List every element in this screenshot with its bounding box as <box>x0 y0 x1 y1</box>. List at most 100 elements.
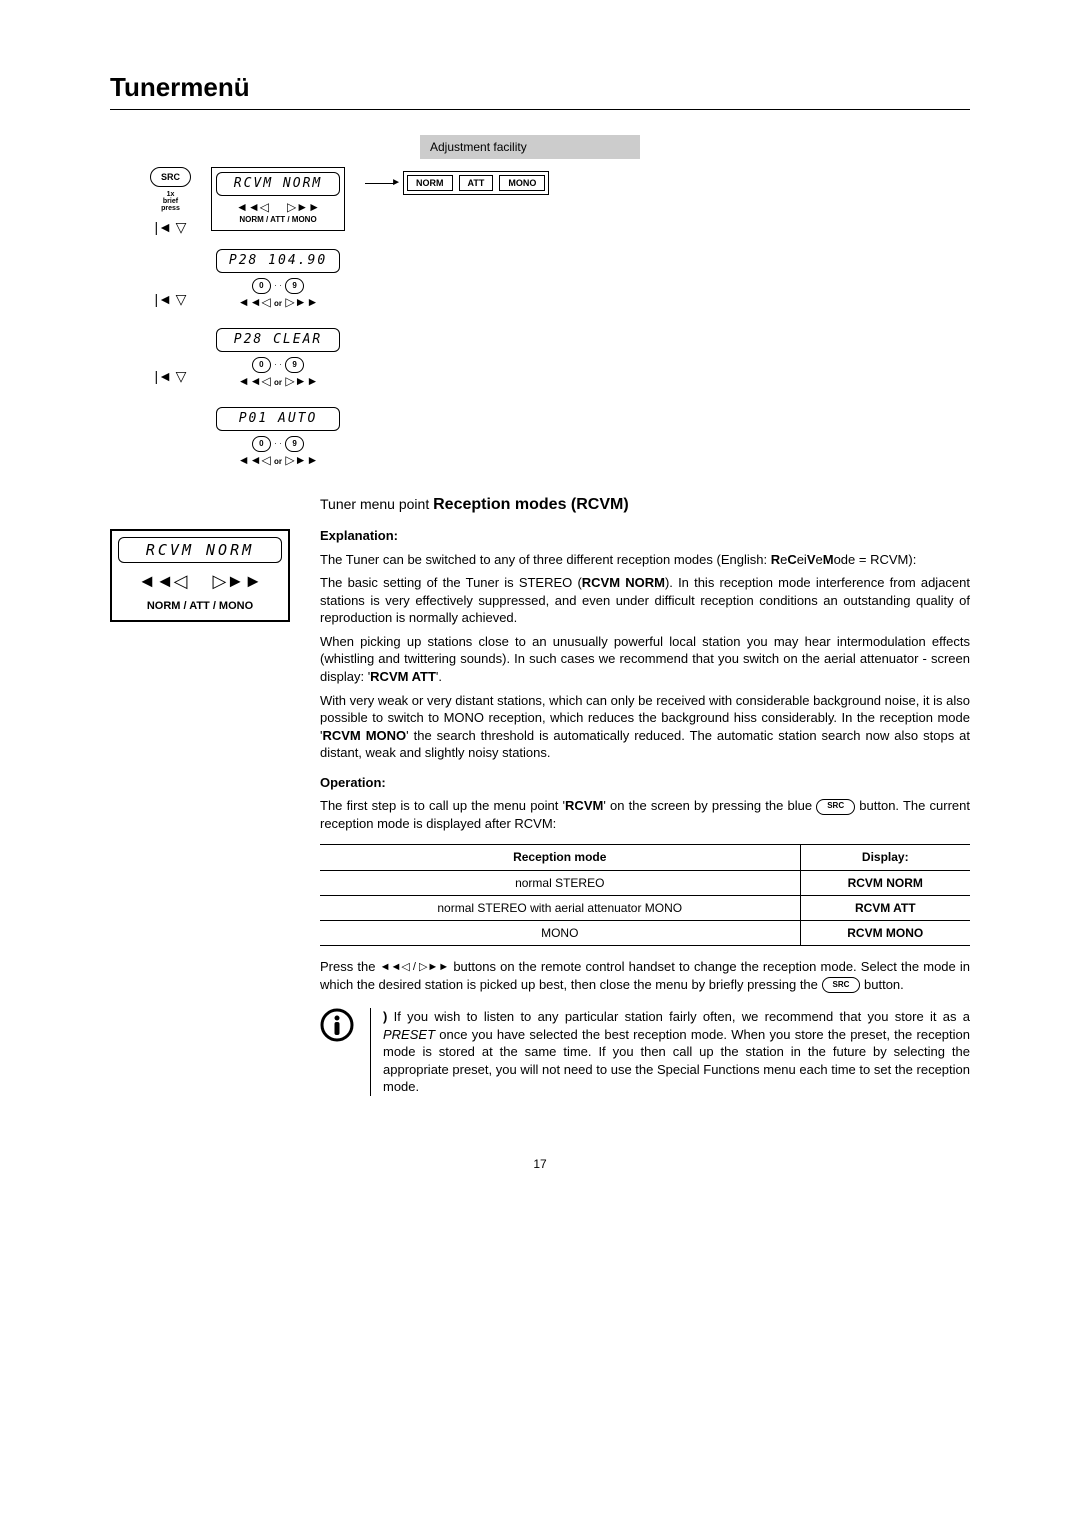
forward-icon[interactable]: ▷►► <box>213 571 262 591</box>
explanation-p3: When picking up stations close to an unu… <box>320 633 970 686</box>
section-heading: Tuner menu point Reception modes (RCVM) <box>320 494 970 516</box>
table-row: normal STEREO RCVM NORM <box>320 870 970 895</box>
option-norm[interactable]: NORM <box>407 175 453 191</box>
table-header-row: Reception mode Display: <box>320 845 970 870</box>
dots: · · <box>274 281 282 290</box>
lcd-p01-auto: P01 AUTO <box>216 407 340 431</box>
rewind-icon[interactable]: ◄◄◁ <box>238 453 271 467</box>
op-p1a: The first step is to call up the menu po… <box>320 798 565 813</box>
rewind-icon[interactable]: ◄◄◁ <box>238 295 271 309</box>
cell-display: RCVM MONO <box>800 920 970 945</box>
explanation-p4: With very weak or very distant stations,… <box>320 692 970 762</box>
info-icon <box>320 1008 354 1096</box>
prev-icon <box>155 220 173 235</box>
rcvm-panel-display: RCVM NORM <box>118 537 282 563</box>
flowchart-region: Adjustment facility SRC 1x brief press <box>110 135 970 469</box>
operation-p1: The first step is to call up the menu po… <box>320 797 970 832</box>
flow-node-p01-auto: P01 AUTO 0 · · 9 ◄◄◁ or ▷►► <box>211 407 345 468</box>
num-9[interactable]: 9 <box>285 278 303 294</box>
p2a: The basic setting of the Tuner is STEREO… <box>320 575 582 590</box>
prev-icon <box>155 292 173 307</box>
explanation-p1: The Tuner can be switched to any of thre… <box>320 551 970 569</box>
p4b: RCVM MONO <box>322 728 406 743</box>
cell-mode: normal STEREO with aerial attenuator MON… <box>320 895 800 920</box>
col-header-display: Display: <box>800 845 970 870</box>
option-mono[interactable]: MONO <box>499 175 545 191</box>
forward-icon[interactable]: ▷►► <box>285 453 318 467</box>
table-row: normal STEREO with aerial attenuator MON… <box>320 895 970 920</box>
cell-display: RCVM NORM <box>800 870 970 895</box>
info-preset: PRESET <box>383 1027 435 1042</box>
op-p1b: RCVM <box>565 798 603 813</box>
or-label: or <box>274 378 282 387</box>
rewind-icon[interactable]: ◄◄◁ <box>138 571 187 591</box>
cell-mode: MONO <box>320 920 800 945</box>
num-0[interactable]: 0 <box>252 436 270 452</box>
option-att[interactable]: ATT <box>459 175 494 191</box>
or-label: or <box>274 299 282 308</box>
operation-heading: Operation: <box>320 774 970 792</box>
operation-p2: Press the ◄◄◁ / ▷►► buttons on the remot… <box>320 958 970 993</box>
flow-node-caption: NORM / ATT / MONO <box>216 215 340 226</box>
num-9[interactable]: 9 <box>285 357 303 373</box>
down-icon <box>176 292 187 307</box>
skip-nav-3[interactable] <box>155 367 187 386</box>
page-title: Tunermenü <box>110 70 970 105</box>
table-row: MONO RCVM MONO <box>320 920 970 945</box>
op-p2a: Press the <box>320 959 380 974</box>
info-box: ) If you wish to listen to any particula… <box>320 1008 970 1096</box>
dots: · · <box>274 439 282 448</box>
forward-icon[interactable]: ▷►► <box>287 200 320 214</box>
skip-nav-2[interactable] <box>155 290 187 309</box>
flow-node-rcvm: RCVM NORM ◄◄◁ ▷►► NORM / ATT / MONO <box>211 167 345 231</box>
adjustment-facility-label: Adjustment facility <box>420 135 640 159</box>
prev-icon <box>155 369 173 384</box>
lcd-p28-10490: P28 104.90 <box>216 249 340 273</box>
p3b: RCVM ATT <box>370 669 436 684</box>
src-button-inline[interactable]: SRC <box>816 799 855 815</box>
rewind-icon[interactable]: ◄◄◁ <box>236 200 269 214</box>
src-caption: 1x brief press <box>161 191 180 212</box>
src-caption-brief: brief <box>163 198 178 205</box>
lcd-p28-clear: P28 CLEAR <box>216 328 340 352</box>
info-text: ) If you wish to listen to any particula… <box>370 1008 970 1096</box>
info-lead: ) <box>383 1009 387 1024</box>
cell-mode: normal STEREO <box>320 870 800 895</box>
p4c: ' the search threshold is automatically … <box>320 728 970 761</box>
src-caption-1x: 1x <box>167 191 175 198</box>
heading-bold: Reception modes (RCVM) <box>433 496 629 513</box>
p3c: '. <box>436 669 442 684</box>
lcd-rcvm-norm: RCVM NORM <box>216 172 340 196</box>
arrow-right-icon <box>365 183 395 184</box>
explanation-p2: The basic setting of the Tuner is STEREO… <box>320 574 970 627</box>
down-icon <box>176 369 187 384</box>
num-0[interactable]: 0 <box>252 278 270 294</box>
num-9[interactable]: 9 <box>285 436 303 452</box>
forward-icon[interactable]: ▷►► <box>285 374 318 388</box>
heading-prefix: Tuner menu point <box>320 496 433 512</box>
nav-buttons-inline[interactable]: ◄◄◁ / ▷►► <box>380 960 450 975</box>
title-rule <box>110 109 970 110</box>
or-label: or <box>274 457 282 466</box>
dots: · · <box>274 360 282 369</box>
skip-nav-1[interactable] <box>155 218 187 237</box>
page-number: 17 <box>110 1156 970 1172</box>
p2b: RCVM NORM <box>582 575 665 590</box>
forward-icon[interactable]: ▷►► <box>285 295 318 309</box>
explanation-heading: Explanation: <box>320 527 970 545</box>
rewind-icon[interactable]: ◄◄◁ <box>238 374 271 388</box>
adjustment-options: NORM ATT MONO <box>403 171 549 195</box>
reception-modes-table: Reception mode Display: normal STEREO RC… <box>320 844 970 946</box>
op-p1c: ' on the screen by pressing the blue <box>603 798 816 813</box>
num-0[interactable]: 0 <box>252 357 270 373</box>
src-button[interactable]: SRC <box>150 167 191 187</box>
op-p2c: button. <box>860 977 903 992</box>
rcvm-panel: RCVM NORM ◄◄◁ ▷►► NORM / ATT / MONO <box>110 529 290 622</box>
flow-node-p28-clear: P28 CLEAR 0 · · 9 ◄◄◁ or ▷►► <box>211 328 345 389</box>
flow-node-p28-freq: P28 104.90 0 · · 9 ◄◄◁ or ▷►► <box>211 249 345 310</box>
src-button-inline[interactable]: SRC <box>822 977 861 993</box>
col-header-mode: Reception mode <box>320 845 800 870</box>
cell-display: RCVM ATT <box>800 895 970 920</box>
rcvm-panel-caption: NORM / ATT / MONO <box>118 599 282 614</box>
src-caption-press: press <box>161 205 180 212</box>
